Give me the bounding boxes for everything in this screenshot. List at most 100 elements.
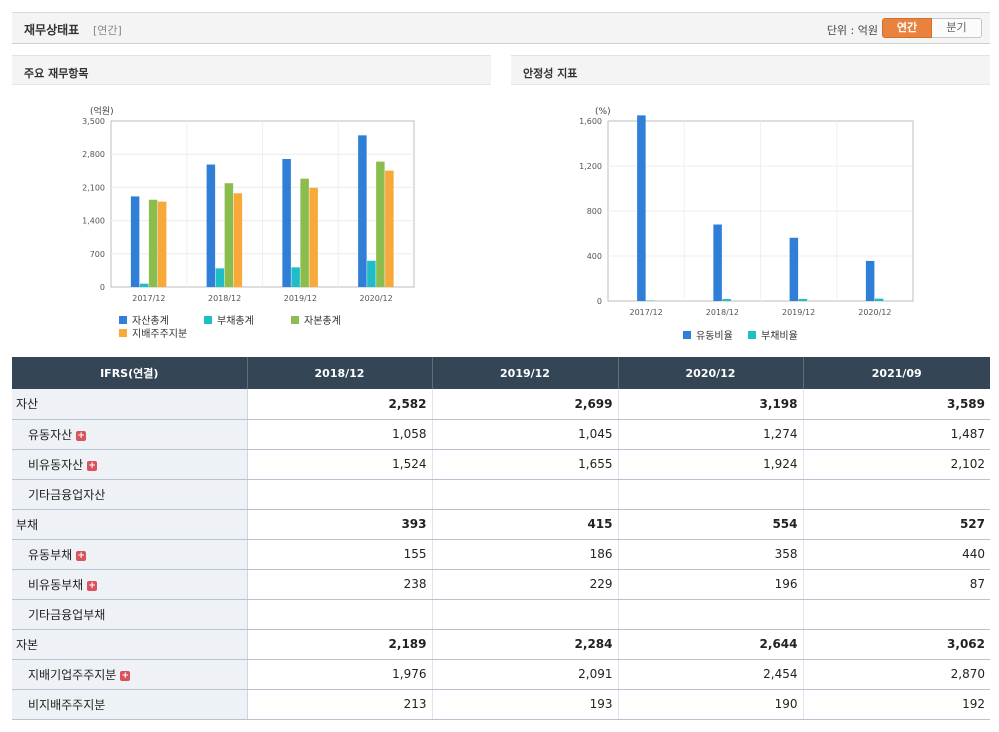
legend-label: 부채총계 [217, 315, 254, 327]
bar-자본총계 [300, 178, 309, 287]
row-label: 지배기업주주지분 [28, 667, 117, 682]
bar-부채총계 [139, 283, 149, 287]
row-label: 부채 [16, 517, 39, 532]
y-tick-label: 2,800 [82, 150, 105, 159]
x-tick-label: 2017/12 [630, 308, 663, 317]
value-cell: 2,091 [432, 659, 619, 690]
legend-swatch [748, 331, 756, 339]
y-axis-label: (%) [595, 107, 611, 117]
quarter-button[interactable]: 분기 [932, 18, 982, 38]
stability-chart-title: 안정성 지표 [511, 55, 990, 85]
y-tick-label: 400 [587, 252, 602, 261]
bar-자본총계 [376, 161, 385, 287]
x-tick-label: 2020/12 [858, 308, 891, 317]
y-tick-label: 2,100 [82, 183, 105, 192]
section-title: 재무상태표 [24, 23, 80, 37]
value-cell: 3,062 [803, 629, 990, 660]
value-cell: 190 [618, 689, 804, 720]
legend-swatch [204, 316, 212, 324]
value-cell: 186 [432, 539, 619, 570]
bar-부채비율 [722, 298, 731, 301]
value-cell: 2,454 [618, 659, 804, 690]
y-axis-label: (억원) [90, 105, 114, 117]
bar-지배주주지분 [309, 187, 318, 287]
value-cell [618, 599, 804, 630]
annual-button[interactable]: 연간 [882, 18, 932, 38]
period-tag: [연간] [93, 24, 122, 37]
x-tick-label: 2020/12 [360, 294, 393, 303]
row-label: 비유동자산 [28, 457, 84, 472]
table-header-row: IFRS(연결) 2018/12 2019/12 2020/12 2021/09 [12, 357, 990, 389]
table-row: 자산 2,582 2,699 3,198 3,589 [12, 389, 990, 420]
table-row: 자본 2,189 2,284 2,644 3,062 [12, 629, 990, 660]
x-tick-label: 2019/12 [284, 294, 317, 303]
row-label-cell: 지배기업주주지분 + [12, 659, 248, 690]
value-cell: 1,524 [247, 449, 433, 480]
row-label-cell: 자본 [12, 629, 248, 660]
value-cell: 155 [247, 539, 433, 570]
expand-plus-icon[interactable]: + [120, 670, 131, 681]
x-tick-label: 2017/12 [132, 294, 165, 303]
value-cell: 1,924 [618, 449, 804, 480]
value-cell: 527 [803, 509, 990, 540]
x-tick-label: 2019/12 [782, 308, 815, 317]
value-cell: 358 [618, 539, 804, 570]
value-cell [803, 479, 990, 510]
value-cell [618, 479, 804, 510]
value-cell: 196 [618, 569, 804, 600]
period-toggle: 연간 분기 [882, 18, 982, 38]
bar-부채총계 [367, 260, 376, 287]
row-label-cell: 비유동자산 + [12, 449, 248, 480]
header-cell: 2019/12 [432, 357, 619, 389]
bar-부채비율 [798, 298, 808, 301]
value-cell: 1,976 [247, 659, 433, 690]
value-cell: 2,699 [432, 389, 619, 420]
value-cell: 1,274 [618, 419, 804, 450]
table-row: 비유동부채 +238 229 196 87 [12, 569, 990, 600]
row-label: 기타금융업부채 [28, 607, 106, 622]
bar-지배주주지분 [385, 170, 394, 287]
bar-지배주주지분 [157, 201, 167, 287]
bar-부채총계 [215, 268, 225, 287]
y-tick-label: 0 [597, 297, 602, 306]
legend-label: 자본총계 [304, 315, 341, 327]
value-cell: 2,582 [247, 389, 433, 420]
row-label-cell: 유동부채 + [12, 539, 248, 570]
row-label: 유동부채 [28, 547, 73, 562]
bar-지배주주지분 [233, 193, 243, 287]
bar-자산총계 [358, 135, 367, 287]
header-cell: 2018/12 [247, 357, 433, 389]
table-row: 부채 393 415 554 527 [12, 509, 990, 540]
value-cell: 393 [247, 509, 433, 540]
y-tick-label: 700 [90, 250, 105, 259]
value-cell: 440 [803, 539, 990, 570]
value-cell: 1,045 [432, 419, 619, 450]
y-tick-label: 1,400 [82, 217, 105, 226]
header-cell: 2020/12 [618, 357, 804, 389]
expand-plus-icon[interactable]: + [87, 460, 98, 471]
row-label: 자본 [16, 637, 39, 652]
expand-plus-icon[interactable]: + [76, 430, 87, 441]
row-label: 기타금융업자산 [28, 487, 106, 502]
section-header: 재무상태표 [연간] 단위 : 억원 연간 분기 [12, 12, 990, 44]
value-cell: 2,284 [432, 629, 619, 660]
bar-유동비율 [865, 260, 875, 301]
table-row: 유동부채 +155 186 358 440 [12, 539, 990, 570]
row-label-cell: 부채 [12, 509, 248, 540]
bar-자산총계 [282, 158, 291, 287]
main-items-chart: 0 700 1,400 2,100 2,800 3,500(억원) 2017/12 2018/… [82, 105, 415, 340]
row-label-cell: 유동자산 + [12, 419, 248, 450]
value-cell: 1,655 [432, 449, 619, 480]
value-cell: 2,870 [803, 659, 990, 690]
y-tick-label: 1,600 [579, 117, 602, 126]
main-items-chart-panel: 주요 재무항목 0 700 1,400 2,100 2,800 3,500 (억원) 2017… [12, 55, 491, 355]
value-cell: 1,487 [803, 419, 990, 450]
balance-sheet-table: IFRS(연결) 2018/12 2019/12 2020/12 2021/09… [12, 357, 990, 720]
expand-plus-icon[interactable]: + [87, 580, 98, 591]
value-cell [432, 479, 619, 510]
y-tick-label: 3,500 [82, 117, 105, 126]
expand-plus-icon[interactable]: + [76, 550, 87, 561]
bar-부채총계 [291, 267, 300, 287]
value-cell: 3,198 [618, 389, 804, 420]
row-label: 유동자산 [28, 427, 73, 442]
